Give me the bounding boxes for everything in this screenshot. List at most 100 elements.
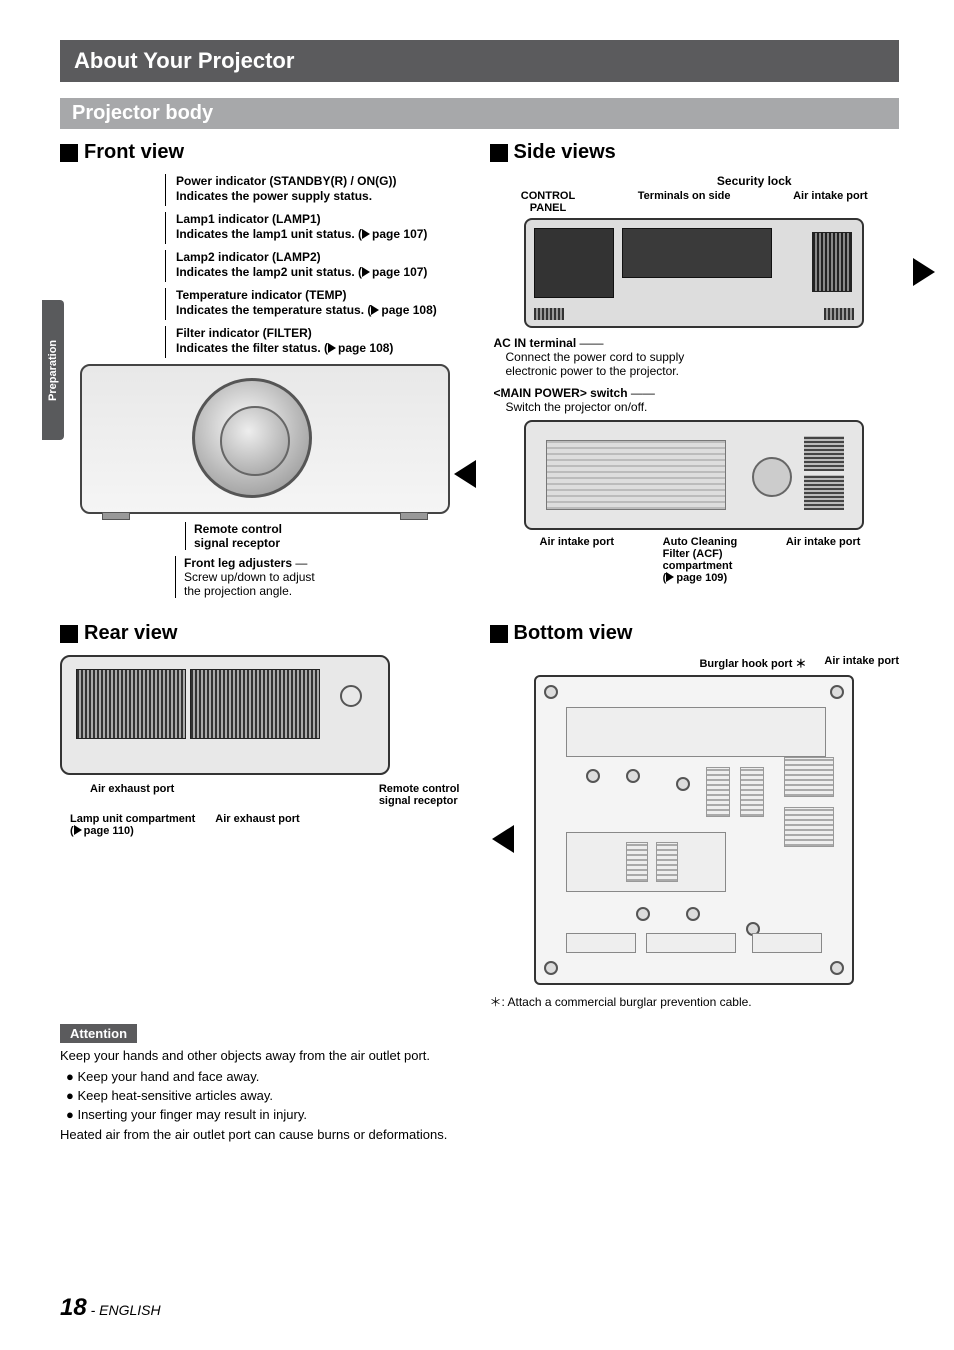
label-acf: Auto Cleaning Filter (ACF) compartment (… [663, 536, 776, 584]
label-air-intake: Air intake port [793, 190, 868, 214]
label-terminals: Terminals on side [638, 190, 731, 214]
grille-icon [76, 669, 186, 739]
front-diagram [80, 364, 450, 514]
label-air-intake: Air intake port [824, 655, 899, 671]
front-callouts: Power indicator (STANDBY(R) / ON(G)) Ind… [165, 174, 470, 358]
label-security-lock: Security lock [610, 174, 900, 188]
screw-icon [830, 961, 844, 975]
screw-icon [830, 685, 844, 699]
attention-bullet: Inserting your finger may result in inju… [66, 1106, 899, 1125]
grille-icon [626, 842, 648, 882]
control-panel-icon [534, 228, 614, 298]
square-icon [60, 625, 78, 643]
screw-icon [544, 685, 558, 699]
section-bar: Projector body [60, 98, 899, 129]
arrow-right-icon [371, 305, 379, 315]
label-air-intake: Air intake port [540, 536, 653, 584]
attention-section: Attention Keep your hands and other obje… [60, 1024, 899, 1145]
screw-icon [636, 907, 650, 921]
grille-icon [740, 767, 764, 817]
panel-icon [566, 707, 826, 757]
foot-left [102, 512, 130, 520]
side-top-labels: CONTROLPANEL Terminals on side Air intak… [490, 190, 900, 214]
grille-icon [804, 436, 844, 471]
arrow-right-icon [666, 572, 674, 582]
screw-icon [586, 769, 600, 783]
grille-icon [190, 669, 320, 739]
grille-icon [812, 232, 852, 292]
attention-bullet: Keep your hand and face away. [66, 1068, 899, 1087]
label-burglar-hook: Burglar hook port ＊ [699, 655, 806, 671]
screw-icon [626, 769, 640, 783]
main-power-desc: <MAIN POWER> switch —— Switch the projec… [494, 386, 900, 414]
terminals-icon [622, 228, 772, 278]
circle-icon [752, 457, 792, 497]
front-view-heading-text: Front view [84, 141, 184, 164]
attention-label: Attention [60, 1024, 137, 1043]
page-title-bar: About Your Projector [60, 40, 899, 82]
callout-filter: Filter indicator (FILTER) Indicates the … [165, 326, 470, 358]
square-icon [490, 144, 508, 162]
square-icon [60, 144, 78, 162]
views-row-2: Rear view Air exhaust port Remote contro… [60, 622, 899, 1010]
grille-icon [804, 475, 844, 510]
circle-icon [340, 685, 362, 707]
callout-power-indicator: Power indicator (STANDBY(R) / ON(G)) Ind… [165, 174, 470, 206]
arrow-right-icon [328, 343, 336, 353]
side-diagram-top [524, 218, 864, 328]
side-views-heading: Side views [490, 141, 900, 164]
callout-remote-receptor: Remote control signal receptor [185, 522, 470, 550]
callout-lamp2: Lamp2 indicator (LAMP2) Indicates the la… [165, 250, 470, 282]
grille-icon [824, 308, 854, 320]
callout-lamp1: Lamp1 indicator (LAMP1) Indicates the la… [165, 212, 470, 244]
panel-icon [752, 933, 822, 953]
grille-icon [706, 767, 730, 817]
grille-icon [534, 308, 564, 320]
page: About Your Projector Projector body Fron… [0, 0, 954, 1175]
square-icon [490, 625, 508, 643]
grille-icon [784, 757, 834, 797]
side-views-col: Side views Security lock CONTROLPANEL Te… [490, 141, 900, 604]
arrow-left-icon [454, 460, 476, 488]
label-lamp-compartment: Lamp unit compartment (page 110) [70, 813, 195, 837]
grille-icon [546, 440, 726, 510]
bottom-top-labels: Burglar hook port ＊ Air intake port [490, 655, 900, 671]
burglar-note: ＊: Attach a commercial burglar preventio… [490, 993, 900, 1010]
bottom-view-heading: Bottom view [490, 622, 900, 645]
bottom-diagram [534, 675, 854, 985]
attention-bullet: Keep heat-sensitive articles away. [66, 1087, 899, 1106]
label-air-exhaust: Air exhaust port [215, 813, 299, 837]
label-remote-receptor: Remote controlsignal receptor [379, 783, 460, 807]
label-air-exhaust: Air exhaust port [90, 783, 174, 807]
label-control-panel: CONTROLPANEL [521, 190, 575, 214]
arrow-right-icon [362, 267, 370, 277]
front-view-col: Front view Power indicator (STANDBY(R) /… [60, 141, 470, 604]
lens-icon [192, 378, 312, 498]
bottom-view-col: Bottom view Burglar hook port ＊ Air inta… [490, 622, 900, 1010]
arrow-right-icon [913, 258, 935, 286]
callout-leg-adjusters: Front leg adjusters — Screw up/down to a… [175, 556, 470, 598]
screw-icon [676, 777, 690, 791]
attention-text: Keep your hands and other objects away f… [60, 1047, 899, 1145]
foot-right [400, 512, 428, 520]
callout-temp: Temperature indicator (TEMP) Indicates t… [165, 288, 470, 320]
rear-diagram [60, 655, 390, 775]
screw-icon [544, 961, 558, 975]
rear-view-heading: Rear view [60, 622, 470, 645]
panel-icon [566, 933, 636, 953]
arrow-right-icon [74, 825, 82, 835]
grille-icon [784, 807, 834, 847]
page-number: 18 [60, 1294, 87, 1321]
page-footer: 18 - ENGLISH [60, 1294, 161, 1322]
front-below-callouts: Remote control signal receptor Front leg… [185, 522, 470, 598]
grille-icon [656, 842, 678, 882]
ac-in-desc: AC IN terminal —— Connect the power cord… [494, 336, 900, 378]
views-row-1: Front view Power indicator (STANDBY(R) /… [60, 141, 899, 604]
front-view-heading: Front view [60, 141, 470, 164]
rear-labels: Air exhaust port Remote controlsignal re… [60, 783, 470, 837]
arrow-right-icon [362, 229, 370, 239]
side-bottom-labels: Air intake port Auto Cleaning Filter (AC… [490, 536, 900, 584]
bottom-view-heading-text: Bottom view [514, 622, 633, 645]
arrow-left-icon [492, 825, 514, 853]
rear-view-col: Rear view Air exhaust port Remote contro… [60, 622, 470, 1010]
